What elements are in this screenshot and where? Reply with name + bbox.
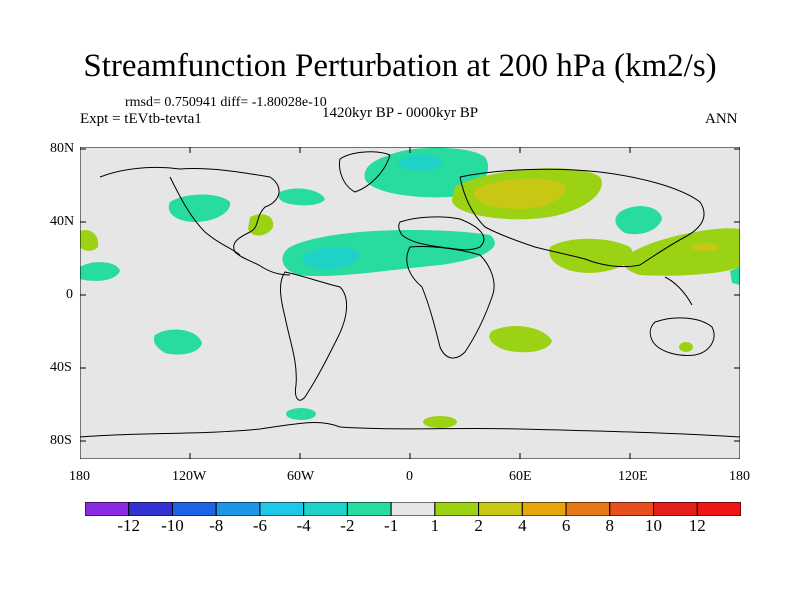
negative-anomaly-region [286,408,316,420]
lon-tick-label: 60W [287,469,315,484]
positive-anomaly-core [691,243,719,251]
colorbar-tick-label: -2 [340,516,355,535]
positive-anomaly-region [423,416,457,428]
negative-anomaly-region [168,194,231,222]
colorbar-swatch [565,502,611,516]
colorbar [85,502,741,516]
experiment-label: Expt = tEVtb-tevta1 [80,111,202,127]
lat-tick-label: 80S [50,433,72,448]
maritime-continent-coast [664,276,693,306]
colorbar-swatch [390,502,436,516]
colorbar-swatch [215,502,261,516]
antarctica-coast [80,422,740,438]
lat-tick-label: 40S [50,360,72,375]
map-panel [80,147,740,459]
lon-tick-label: 180 [69,469,90,484]
colorbar-swatch [171,502,217,516]
positive-anomaly-region [248,214,274,236]
positive-anomaly-region [364,147,489,198]
europe-coast [398,216,485,251]
greenland-coast [339,151,391,193]
colorbar-tick-label: -10 [161,516,184,535]
negative-anomaly-core [398,155,442,171]
australia-coast [649,317,715,356]
positive-anomaly-region [549,238,633,273]
colorbar-tick-label: 4 [518,516,527,535]
africa-coast [406,246,495,359]
lat-tick-label: 80N [50,141,75,156]
positive-anomaly-core [474,178,566,209]
north-america-west-coast [169,176,241,256]
negative-anomaly-region [153,329,202,355]
lat-tick-label: 0 [66,287,73,302]
colorbar-tick-label: 6 [561,516,571,535]
coastlines [80,151,740,438]
lon-tick-label: 0 [406,469,413,484]
colorbar-swatch [434,502,480,516]
asia-coast [459,168,705,268]
colorbar-tick-label: -6 [252,516,268,535]
negative-anomaly-region [80,262,120,281]
colorbar-swatch [259,502,305,516]
lon-tick-label: 120E [618,469,648,484]
colorbar-swatch [303,502,348,516]
stats-line: rmsd= 0.750941 diff= -1.80028e-10 [125,95,327,110]
colorbar-swatch [653,502,698,516]
colorbar-tick-label: -4 [296,516,311,535]
positive-anomaly-region [623,228,740,276]
south-america-coast [280,271,347,401]
colorbar-tick-label: 1 [430,516,440,535]
colorbar-tick-label: 12 [688,516,706,535]
lat-tick-label: 40N [50,214,75,229]
lon-tick-label: 60E [509,469,532,484]
season-label: ANN [705,111,738,127]
colorbar-tick-label: 2 [474,516,483,535]
contour-fills [80,147,740,428]
negative-anomaly-region [730,267,740,285]
colorbar-swatch [85,502,130,516]
positive-anomaly-region [679,342,693,352]
period-label: 1420kyr BP - 0000kyr BP [322,105,479,121]
negative-anomaly-region [615,206,662,235]
lon-tick-label: 180 [729,469,750,484]
lon-tick-label: 120W [172,469,207,484]
colorbar-tick-label: -1 [384,516,399,535]
colorbar-swatch [521,502,567,516]
positive-anomaly-region [489,326,552,353]
positive-anomaly-region [80,229,99,251]
north-america-coast [99,166,291,276]
negative-anomaly-core [303,246,360,270]
colorbar-tick-label: 8 [605,516,615,535]
colorbar-tick-label: -12 [117,516,141,535]
negative-anomaly-region [278,188,325,206]
colorbar-swatch [128,502,173,516]
map-title: Streamfunction Perturbation at 200 hPa (… [83,48,717,84]
colorbar-tick-label: 10 [645,516,663,535]
colorbar-tick-label: -8 [209,516,224,535]
colorbar-swatch [346,502,392,516]
colorbar-swatch [609,502,655,516]
colorbar-swatch [696,502,741,516]
axis-ticks [80,147,740,459]
colorbar-swatch [478,502,523,516]
